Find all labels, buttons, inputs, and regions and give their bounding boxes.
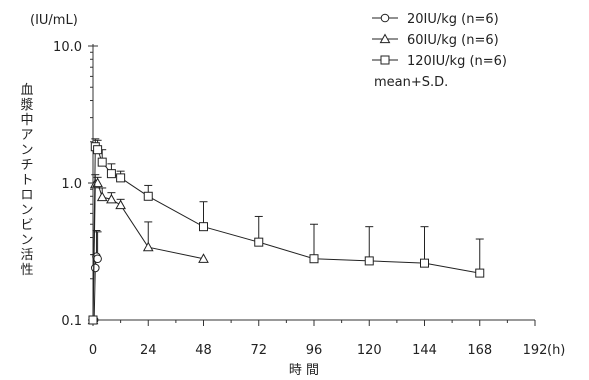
x-tick-label: 120 bbox=[357, 343, 382, 358]
x-tick-label: 144 bbox=[412, 343, 437, 358]
y-axis-label-char: 活 bbox=[20, 248, 33, 263]
series-60iu-point bbox=[96, 191, 108, 202]
series-60iu-point bbox=[198, 253, 209, 263]
series-120iu-point bbox=[106, 169, 116, 179]
series-120iu-point bbox=[475, 268, 485, 278]
series-120iu-point bbox=[254, 237, 264, 247]
series-20iu-point bbox=[91, 263, 100, 273]
series-120iu-point bbox=[309, 254, 319, 264]
legend-label: 120IU/kg (n=6) bbox=[407, 54, 507, 69]
y-axis-label-char: ビ bbox=[20, 218, 33, 233]
x-tick-label: 48 bbox=[195, 343, 212, 358]
y-axis-label-char: ン bbox=[20, 143, 33, 158]
plot-area bbox=[87, 138, 485, 325]
y-tick-label: 10.0 bbox=[53, 40, 82, 55]
y-axis-label-char: 血 bbox=[20, 83, 33, 98]
series-60iu-line bbox=[92, 182, 204, 321]
y-axis-label-char: ア bbox=[20, 128, 33, 143]
x-tick-label: 0 bbox=[89, 343, 97, 358]
series-20iu-point bbox=[93, 254, 102, 264]
y-axis-unit: (IU/mL) bbox=[30, 13, 78, 28]
series-120iu-point bbox=[88, 315, 98, 325]
x-tick-label: 24 bbox=[140, 343, 157, 358]
y-axis-label-char: 漿 bbox=[20, 98, 33, 113]
series-60iu-point bbox=[115, 199, 126, 210]
series-120iu-point bbox=[93, 145, 103, 155]
legend-series-120iu-point bbox=[380, 55, 390, 65]
y-axis-label-char: ン bbox=[20, 203, 33, 218]
y-axis-label-char: 中 bbox=[20, 113, 33, 128]
y-axis-label-char: ロ bbox=[20, 188, 33, 203]
x-tick-label: 168 bbox=[467, 343, 492, 358]
series-120iu-point bbox=[143, 191, 153, 201]
legend: 20IU/kg (n=6) 60IU/kg (n=6) 120IU/kg (n=6)… bbox=[372, 12, 507, 90]
y-tick-label: 1.0 bbox=[61, 177, 82, 192]
legend-series-60iu-point bbox=[379, 33, 391, 44]
series-60iu-point bbox=[92, 177, 103, 188]
series-120iu-point bbox=[97, 157, 107, 167]
legend-series-20iu-point bbox=[380, 13, 390, 23]
legend-label: 60IU/kg (n=6) bbox=[407, 33, 499, 48]
series-120iu-line bbox=[92, 145, 480, 321]
series-60iu-point bbox=[142, 241, 154, 252]
x-axis-unit: (h) bbox=[547, 343, 565, 358]
x-axis-label: 時 間 bbox=[289, 363, 319, 378]
axes: 0.1 1.0 10.0 0 24 48 72 96 120 144 168 192 bbox=[53, 40, 547, 358]
series-120iu-point bbox=[116, 173, 126, 183]
y-axis-label-char: ン bbox=[20, 233, 33, 248]
series-120iu-point bbox=[364, 256, 374, 266]
x-tick-label: 96 bbox=[306, 343, 323, 358]
series-120iu-point bbox=[199, 222, 208, 232]
y-tick-label: 0.1 bbox=[61, 314, 82, 329]
series-120iu-point bbox=[420, 258, 429, 268]
y-axis-label-char: チ bbox=[20, 158, 33, 173]
legend-label: 20IU/kg (n=6) bbox=[407, 12, 499, 27]
legend-note: mean+S.D. bbox=[374, 75, 448, 90]
series-60iu-point bbox=[106, 193, 117, 204]
y-axis-label-char: 性 bbox=[20, 263, 33, 278]
x-tick-label: 192 bbox=[523, 343, 548, 358]
y-axis-label-char: ト bbox=[20, 173, 33, 188]
x-tick-label: 72 bbox=[250, 343, 267, 358]
